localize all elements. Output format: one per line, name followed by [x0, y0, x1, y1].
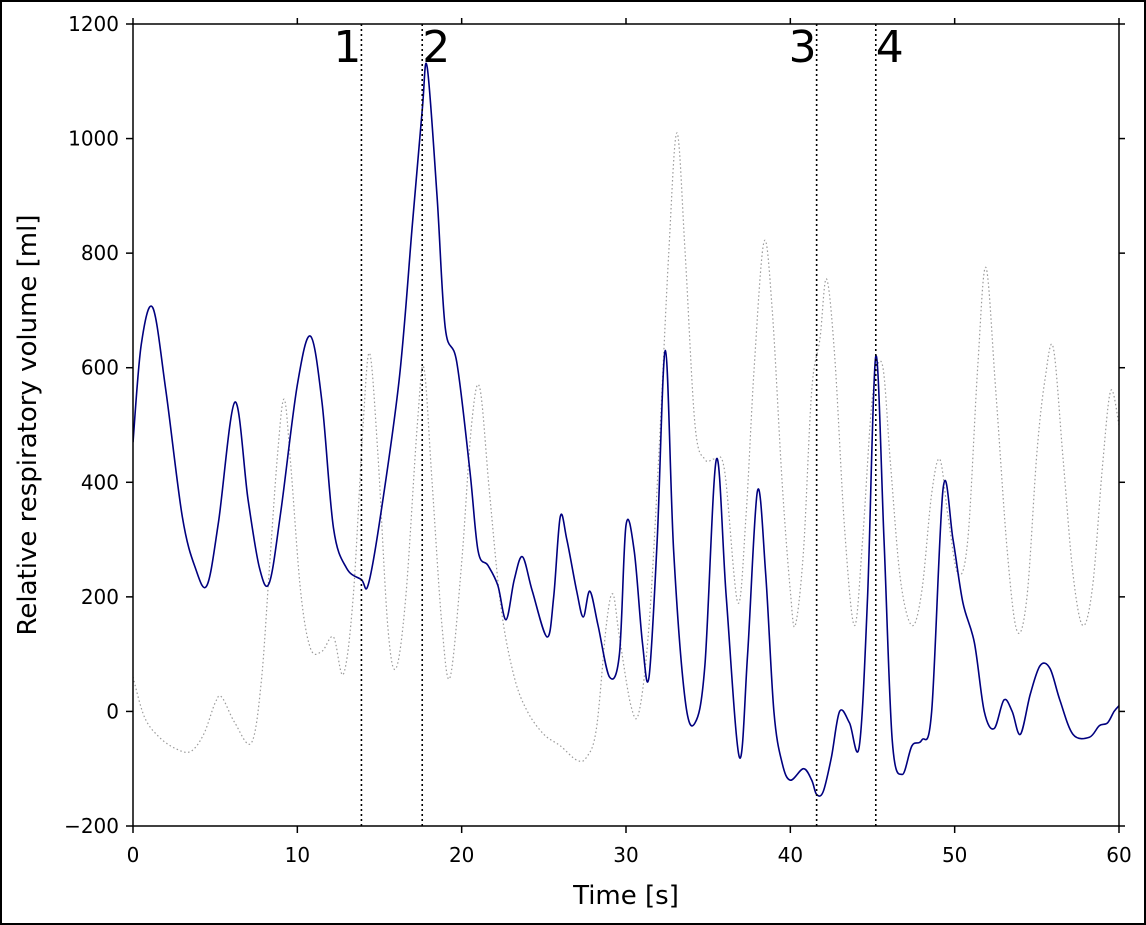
event-marker-layer: 1 2 3 4 — [333, 22, 904, 826]
y-tick-label: 1000 — [68, 127, 119, 151]
x-tick-label: 0 — [127, 843, 140, 867]
series-line-solid — [133, 62, 1119, 797]
y-tick-label: 800 — [81, 241, 119, 265]
y-tick-label: 600 — [81, 356, 119, 380]
x-tick-label: 60 — [1106, 843, 1131, 867]
x-tick-label: 30 — [613, 843, 638, 867]
y-axis-label: Relative respiratory volume [ml] — [13, 215, 43, 636]
event-marker-label-1: 1 — [333, 22, 361, 73]
y-tick-label: 1200 — [68, 12, 119, 36]
x-tick-label: 10 — [285, 843, 310, 867]
y-tick-label: 0 — [106, 699, 119, 723]
event-marker-label-4: 4 — [876, 22, 904, 73]
y-tick-label: 200 — [81, 585, 119, 609]
x-axis-label: Time [s] — [572, 881, 679, 911]
x-tick-label: 40 — [778, 843, 803, 867]
event-marker-label-3: 3 — [789, 22, 817, 73]
y-tick-label: 400 — [81, 470, 119, 494]
event-marker-label-2: 2 — [422, 22, 450, 73]
x-tick-label: 20 — [449, 843, 474, 867]
series-line-dotted — [133, 132, 1119, 763]
series-layer — [133, 62, 1119, 797]
axis-layer: 0 10 20 30 40 50 60 −200 0 200 400 600 800 1000 1200 — [64, 12, 1132, 867]
y-tick-label: −200 — [64, 814, 119, 838]
x-tick-label: 50 — [942, 843, 967, 867]
